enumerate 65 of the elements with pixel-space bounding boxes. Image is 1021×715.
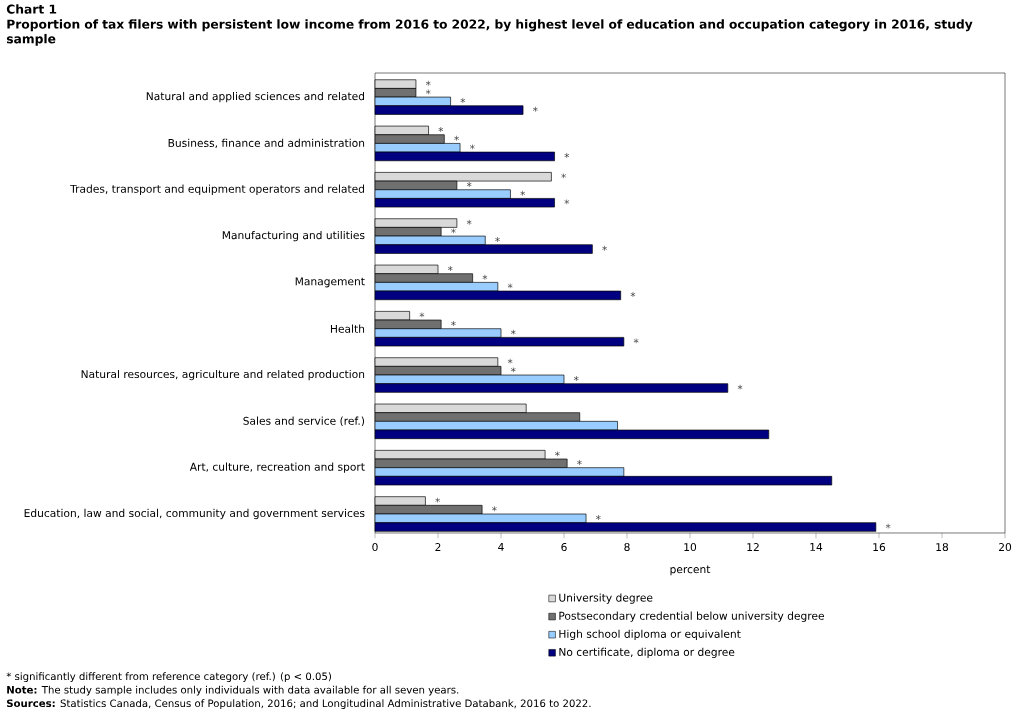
legend-label: No certificate, diploma or degree bbox=[559, 647, 735, 659]
data-label: * bbox=[466, 219, 472, 225]
y-tick-label: Education, law and social, community and government services bbox=[24, 508, 365, 520]
data-label: * bbox=[425, 89, 431, 95]
y-tick-label: Business, finance and administration bbox=[168, 138, 365, 149]
x-tick-label: 10 bbox=[684, 543, 697, 552]
data-label: * bbox=[630, 292, 636, 297]
data-label: * bbox=[482, 274, 488, 280]
legend-label: High school diploma or equivalent bbox=[559, 629, 741, 640]
y-tick-label: Management bbox=[295, 277, 365, 288]
x-tick-label: 18 bbox=[936, 543, 949, 552]
x-tick-label: 2 bbox=[435, 543, 441, 551]
data-label: * bbox=[510, 329, 516, 335]
text: Chart 1 bbox=[6, 4, 57, 14]
x-tick-label: 14 bbox=[810, 543, 823, 551]
y-tick-label: Natural resources, agriculture and related production bbox=[81, 369, 365, 381]
data-label: * bbox=[507, 283, 513, 289]
data-label: * bbox=[451, 321, 456, 326]
x-tick-label: 12 bbox=[747, 543, 759, 551]
text: * significantly different from reference category (ref.) (p < 0.05) bbox=[6, 672, 331, 683]
data-label: * bbox=[577, 460, 582, 465]
data-label: * bbox=[595, 515, 601, 520]
data-label: * bbox=[573, 376, 579, 381]
data-label: * bbox=[447, 266, 453, 271]
data-label: * bbox=[495, 237, 500, 242]
data-label: * bbox=[438, 127, 444, 132]
y-tick-label: Natural and applied sciences and related bbox=[146, 91, 365, 103]
text: Note: The study sample includes only individuals with data available for all seven years. bbox=[7, 685, 459, 696]
text: Sources: Statistics Canada, Census of Population, 2016; and Longitudinal Administrative Databank, 2016 to 2022. bbox=[7, 699, 591, 710]
data-label: * bbox=[492, 506, 497, 512]
data-label: * bbox=[469, 144, 475, 150]
data-label: * bbox=[466, 182, 472, 187]
data-label: * bbox=[555, 451, 560, 457]
x-axis-title: percent bbox=[670, 565, 711, 576]
data-label: * bbox=[435, 497, 441, 503]
data-label: * bbox=[633, 338, 639, 344]
y-tick-label: Art, culture, recreation and sport bbox=[189, 462, 365, 473]
legend-label: University degree bbox=[559, 593, 653, 604]
legend-label: Postsecondary credential below university degree bbox=[559, 611, 825, 622]
data-label: * bbox=[419, 312, 425, 318]
data-label: * bbox=[564, 199, 570, 205]
data-label: * bbox=[460, 98, 466, 103]
x-tick-label: 8 bbox=[624, 543, 630, 552]
chart-subtitle: Proportion of tax filers with persistent low income from 2016 to 2022, by highest level of education and occupation category in 2016, study sample bbox=[6, 19, 973, 46]
data-label: * bbox=[454, 135, 459, 141]
y-tick-label: Sales and service (ref.) bbox=[243, 416, 365, 427]
y-tick-label: Health bbox=[330, 324, 365, 333]
data-label: * bbox=[425, 80, 431, 86]
x-tick-label: 20 bbox=[998, 543, 1012, 552]
data-label: * bbox=[520, 190, 526, 196]
data-label: * bbox=[737, 384, 743, 390]
data-label: * bbox=[510, 367, 516, 373]
data-label: * bbox=[561, 173, 567, 179]
data-label: * bbox=[451, 228, 456, 234]
x-tick-label: 16 bbox=[873, 543, 886, 552]
data-label: * bbox=[507, 358, 513, 364]
data-label: * bbox=[532, 106, 538, 112]
data-label: * bbox=[885, 523, 891, 529]
x-tick-label: 0 bbox=[372, 543, 378, 552]
data-label: * bbox=[602, 245, 607, 251]
x-tick-label: 6 bbox=[561, 543, 567, 552]
x-tick-label: 4 bbox=[498, 543, 504, 551]
data-label: * bbox=[564, 153, 570, 158]
y-tick-label: Trades, transport and equipment operators and related bbox=[70, 184, 365, 195]
y-tick-label: Manufacturing and utilities bbox=[222, 230, 365, 242]
